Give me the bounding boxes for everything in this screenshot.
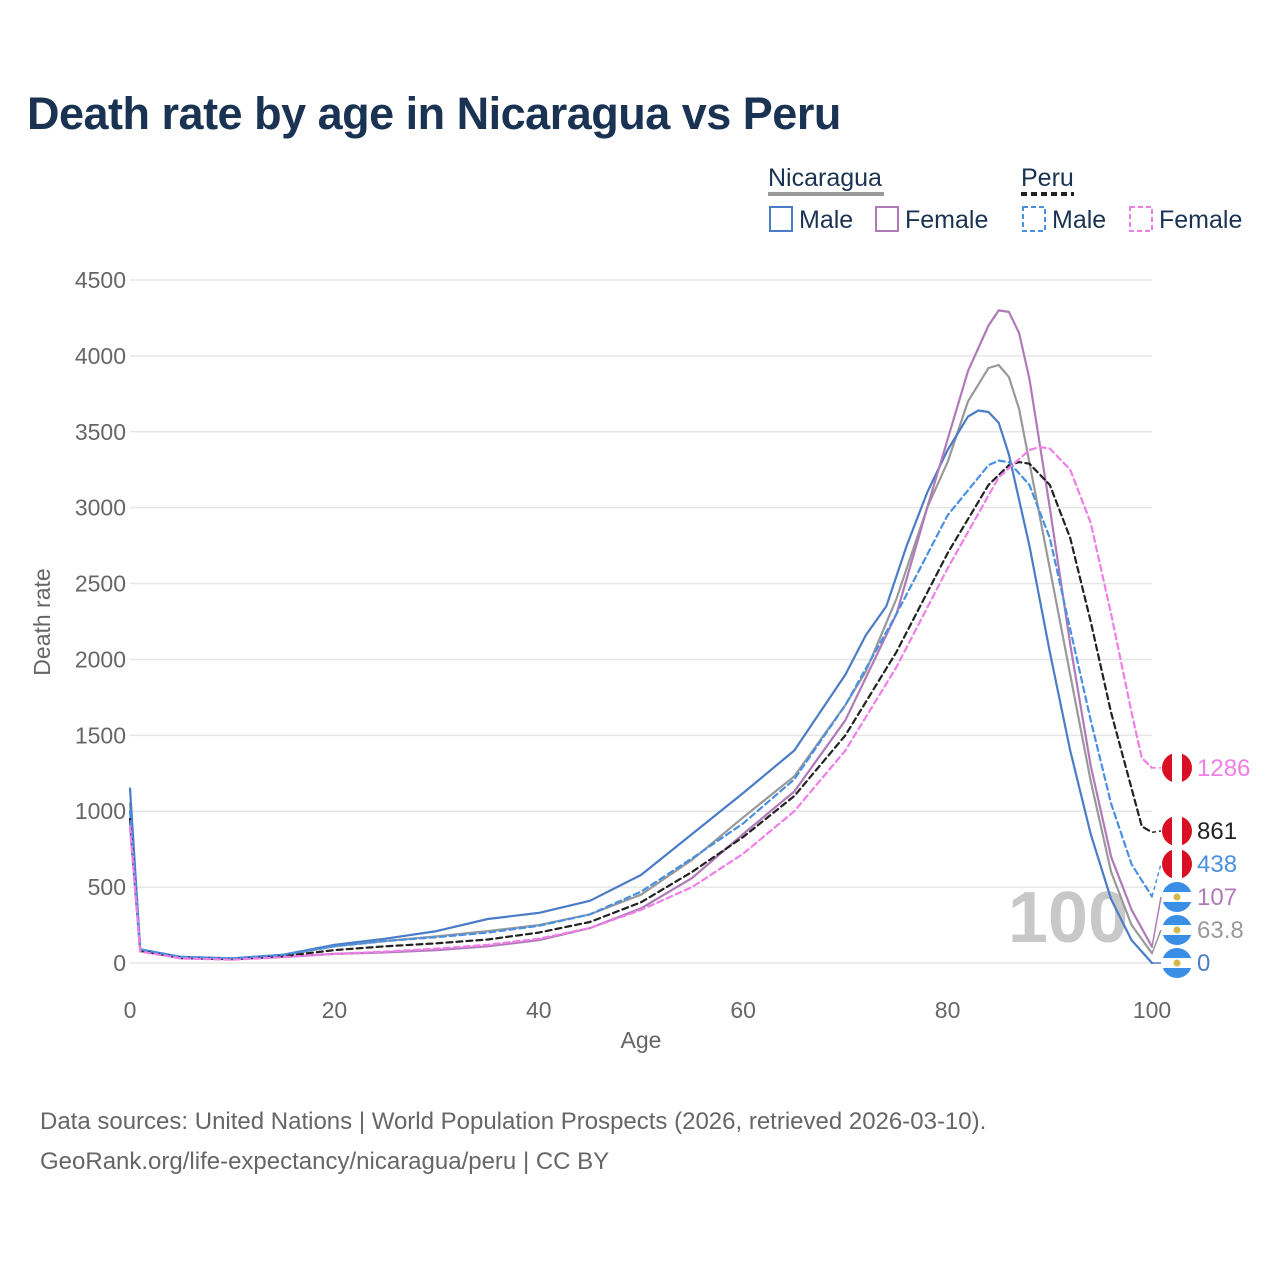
x-tick-label-20: 20 (322, 997, 348, 1023)
y-axis-ticks: 0 500 1000 1500 2000 2500 3000 3500 4000 4500 (75, 267, 126, 976)
end-label-nicaragua-female: 107 (1197, 884, 1237, 911)
nicaragua-flag-icon-nicaragua-male (1162, 948, 1192, 978)
y-tick-label-4500: 4500 (75, 267, 126, 293)
connector-peru-male (1151, 863, 1162, 897)
x-tick-label-100: 100 (1133, 997, 1171, 1023)
series-lines (128, 309, 1154, 965)
peru-flag-icon-peru-male (1162, 849, 1192, 879)
x-tick-label-0: 0 (124, 997, 137, 1023)
end-label-nicaragua: 63.8 (1197, 917, 1244, 944)
legend-swatch-nic-female[interactable] (875, 206, 899, 232)
y-tick-label-2500: 2500 (75, 571, 126, 597)
legend-label-nic-male[interactable]: Male (799, 206, 853, 234)
x-axis-label: Age (621, 1027, 662, 1053)
y-tick-label-0: 0 (113, 950, 126, 976)
connector-peru (1151, 830, 1162, 834)
x-tick-label-80: 80 (935, 997, 961, 1023)
x-axis-ticks: 0 20 40 60 80 100 (124, 997, 1172, 1023)
grid-lines (130, 279, 1152, 964)
flag-center-band (1172, 849, 1182, 879)
legend-swatch-peru-female[interactable] (1129, 206, 1153, 232)
legend-label-nic-female[interactable]: Female (905, 206, 988, 234)
series-line-nicaragua-male (128, 409, 1154, 965)
end-label-peru-male: 438 (1197, 851, 1237, 878)
series-line-peru-male (128, 459, 1154, 960)
y-tick-label-2000: 2000 (75, 646, 126, 672)
legend-label-peru-male[interactable]: Male (1052, 206, 1106, 234)
year-watermark: 100 (1008, 878, 1128, 958)
flag-emblem (1173, 926, 1181, 934)
footer-attribution[interactable]: GeoRank.org/life-expectancy/nicaragua/pe… (40, 1148, 610, 1175)
flag-emblem (1173, 893, 1181, 901)
end-label-peru: 861 (1197, 818, 1237, 845)
y-tick-label-3500: 3500 (75, 419, 126, 445)
end-label-nicaragua-male: 0 (1197, 950, 1210, 977)
legend: Nicaragua Male Female Peru Male Female (768, 164, 1242, 234)
series-line-nicaragua (128, 363, 1154, 960)
series-line-nicaragua-female (128, 309, 1154, 961)
flag-center-band (1172, 816, 1182, 846)
legend-group-peru: Peru (1021, 164, 1074, 192)
chart-title: Death rate by age in Nicaragua vs Peru (27, 88, 841, 139)
connector-nicaragua (1151, 929, 1162, 954)
legend-group-nicaragua: Nicaragua (768, 164, 882, 192)
y-tick-label-500: 500 (88, 874, 126, 900)
nicaragua-flag-icon-nicaragua (1162, 915, 1192, 945)
y-tick-label-1000: 1000 (75, 798, 126, 824)
end-markers: 1286 861 438 107 63.8 0 (1151, 752, 1250, 978)
x-tick-label-60: 60 (730, 997, 756, 1023)
flag-emblem (1173, 959, 1181, 967)
peru-flag-icon-peru-female (1162, 752, 1192, 783)
series-line-peru (128, 461, 1154, 961)
y-tick-label-3000: 3000 (75, 495, 126, 521)
flag-center-band (1172, 752, 1182, 783)
y-axis-label: Death rate (29, 568, 55, 675)
legend-swatch-nic-male[interactable] (769, 206, 793, 232)
x-tick-label-40: 40 (526, 997, 552, 1023)
footer-sources: Data sources: United Nations | World Pop… (40, 1108, 987, 1135)
y-tick-label-1500: 1500 (75, 722, 126, 748)
peru-flag-icon-peru (1162, 816, 1192, 846)
connector-nicaragua-female (1151, 896, 1162, 947)
series-line-peru-female (128, 445, 1154, 961)
legend-label-peru-female[interactable]: Female (1159, 206, 1242, 234)
legend-swatch-peru-male[interactable] (1022, 206, 1046, 232)
y-tick-label-4000: 4000 (75, 343, 126, 369)
nicaragua-flag-icon-nicaragua-female (1162, 882, 1192, 912)
end-label-peru-female: 1286 (1197, 755, 1250, 782)
